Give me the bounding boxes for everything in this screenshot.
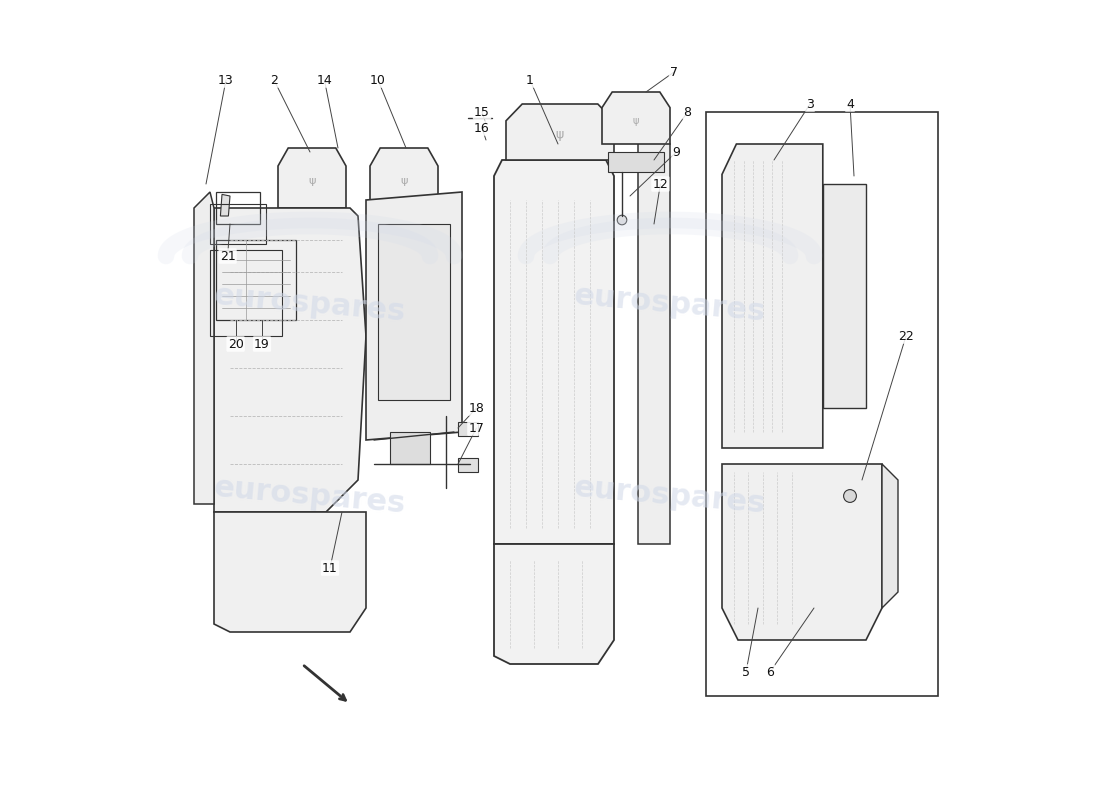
Text: 1: 1 [526,74,534,86]
Bar [210,204,266,244]
Polygon shape [722,144,823,448]
Circle shape [844,490,857,502]
Text: 16: 16 [474,122,490,134]
Text: eurospares: eurospares [573,281,767,327]
Polygon shape [278,148,346,208]
Bar [217,192,261,224]
Bar [378,224,450,400]
Polygon shape [494,160,614,544]
Bar [217,240,296,320]
Text: ψ: ψ [400,176,408,186]
Text: 3: 3 [806,98,814,110]
Polygon shape [214,512,366,632]
Text: ψ: ψ [556,128,564,142]
Text: eurospares: eurospares [213,281,407,327]
Polygon shape [506,104,614,160]
Polygon shape [194,192,214,504]
Text: eurospares: eurospares [573,473,767,519]
Polygon shape [722,464,882,640]
Text: 13: 13 [218,74,234,86]
Polygon shape [823,184,866,408]
Text: 21: 21 [220,250,235,262]
Text: 22: 22 [898,330,914,342]
Text: 4: 4 [846,98,854,110]
Bar [458,458,478,472]
Polygon shape [602,92,670,144]
Text: 7: 7 [670,66,678,78]
Text: eurospares: eurospares [213,473,407,519]
Polygon shape [882,464,898,608]
Text: 14: 14 [317,74,332,86]
Text: 6: 6 [766,666,774,678]
Circle shape [617,215,627,225]
Text: 15: 15 [474,106,490,118]
Polygon shape [638,128,670,544]
Text: 18: 18 [469,402,484,414]
Text: 9: 9 [672,146,680,158]
Text: 2: 2 [271,74,278,86]
Text: ψ: ψ [632,115,639,126]
Bar [706,112,938,696]
Bar [210,250,282,336]
Text: 17: 17 [469,422,484,434]
Polygon shape [366,192,462,440]
Bar [458,422,478,436]
Text: 19: 19 [254,338,270,350]
Polygon shape [494,544,614,664]
Text: 5: 5 [742,666,750,678]
Text: 10: 10 [370,74,386,86]
Text: 12: 12 [652,178,669,190]
Polygon shape [220,194,230,216]
Bar [607,152,663,172]
Text: ψ: ψ [308,176,316,186]
Polygon shape [214,208,366,512]
Text: 8: 8 [683,106,692,118]
Text: 20: 20 [228,338,243,350]
Text: 11: 11 [322,562,338,574]
Polygon shape [370,148,438,208]
Bar [390,432,430,464]
